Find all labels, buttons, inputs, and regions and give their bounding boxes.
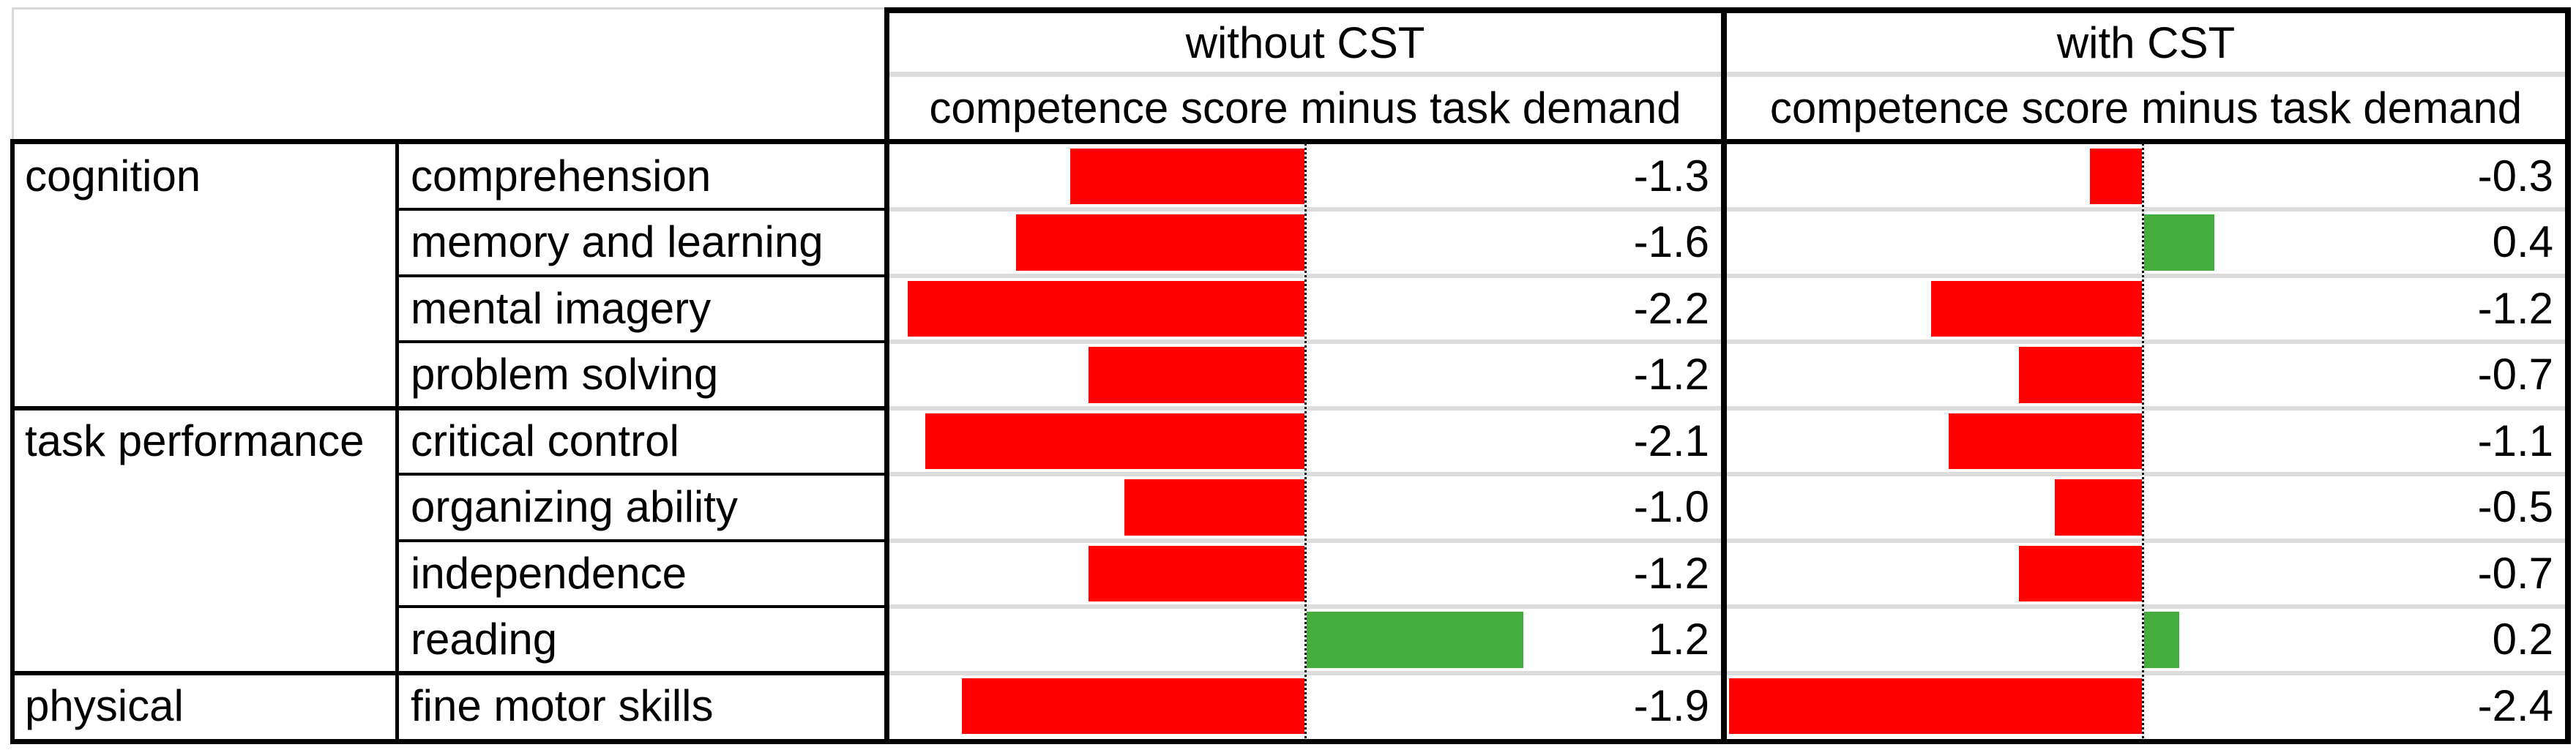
negative-data-bar [907,280,1305,337]
negative-data-bar [2019,347,2143,403]
value-label: -1.3 [1633,151,1709,200]
category-cell: cognition [25,151,201,200]
negative-data-bar [1088,347,1305,403]
item-row-separator [399,539,884,542]
row-gridline [1727,472,2565,477]
zero-axis-line [2142,143,2144,739]
value-label: 1.2 [1648,615,1709,664]
item-cell: organizing ability [411,482,738,532]
negative-data-bar [2054,479,2143,536]
column-group-subtitle: competence score minus task demand [1769,83,2523,132]
item-cell: critical control [411,416,679,465]
category-item-divider [395,143,399,739]
header-divider-line [889,72,1721,77]
value-label: -2.2 [1633,283,1709,333]
value-label: -1.2 [1633,548,1709,598]
table-top-border [884,7,2571,13]
row-gridline [1727,604,2565,610]
row-gridline [1727,670,2565,675]
row-gridline [1727,207,2565,212]
table-left-border [10,139,15,744]
item-row-separator [399,473,884,476]
value-label: -0.3 [2477,151,2553,200]
table-bottom-border [10,739,2571,744]
negative-data-bar [2019,545,2143,602]
item-row-separator [399,605,884,609]
negative-data-bar [1729,678,2143,734]
empty-corner-cell [12,7,886,141]
item-cell: independence [411,548,687,598]
positive-data-bar [2144,214,2215,271]
item-cell: problem solving [411,350,719,400]
value-label: -2.1 [1633,416,1709,465]
negative-data-bar [1124,479,1305,536]
data-top-border [10,139,2571,144]
item-cell: memory and learning [411,217,824,267]
value-label: 0.4 [2492,217,2553,267]
value-label: -1.9 [1633,680,1709,730]
negative-data-bar [925,413,1305,470]
positive-data-bar [1307,612,1524,668]
negative-data-bar [1930,280,2143,337]
item-row-separator [399,340,884,344]
item-cell: comprehension [411,151,712,200]
column-group-title: without CST [1185,18,1425,67]
row-gridline [1727,340,2565,345]
column-group-title: with CST [2056,18,2236,67]
value-label: -1.2 [2477,283,2553,333]
negative-data-bar [2089,149,2143,205]
row-gridline [1727,405,2565,410]
without-with-divider [1721,7,1727,744]
negative-data-bar [1015,214,1305,271]
value-label: -2.4 [2477,680,2553,730]
value-label: -0.5 [2477,482,2553,532]
group-separator-line [10,405,884,410]
item-cell: mental imagery [411,283,712,333]
negative-data-bar [1069,149,1305,205]
item-cell: fine motor skills [411,680,714,730]
value-label: -0.7 [2477,548,2553,598]
item-row-separator [399,208,884,211]
category-cell: physical [25,680,184,730]
header-divider-line [1727,72,2565,77]
value-label: -1.2 [1633,350,1709,400]
item-cell: reading [411,615,558,664]
value-label: 0.2 [2492,615,2553,664]
labels-bars-divider [884,7,889,744]
header-group-without-cst: without CST competence score minus task … [889,13,1721,139]
value-label: -1.0 [1633,482,1709,532]
row-gridline [1727,273,2565,278]
value-label: -0.7 [2477,350,2553,400]
negative-data-bar [961,678,1305,734]
item-row-separator [399,274,884,277]
category-cell: task performance [25,416,365,465]
table-right-border [2565,7,2571,744]
zero-axis-line [1304,143,1307,739]
group-separator-line [10,670,884,675]
negative-data-bar [1948,413,2143,470]
header-group-with-cst: with CST competence score minus task dem… [1727,13,2565,139]
negative-data-bar [1088,545,1305,602]
row-gridline [1727,538,2565,543]
value-label: -1.1 [2477,416,2553,465]
positive-data-bar [2144,612,2180,668]
value-label: -1.6 [1633,217,1709,267]
column-group-subtitle: competence score minus task demand [929,83,1681,132]
